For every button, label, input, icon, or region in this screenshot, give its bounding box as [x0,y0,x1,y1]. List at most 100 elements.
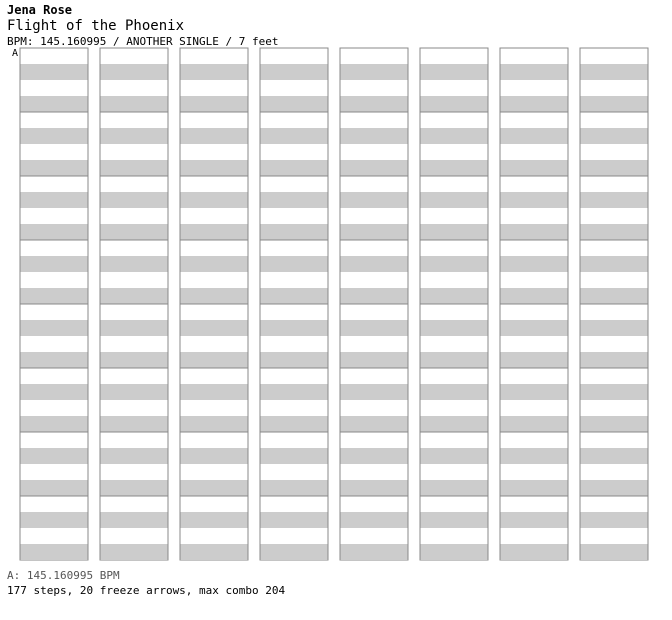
beat-band [500,512,568,528]
beat-band [580,160,648,176]
beat-band [180,192,248,208]
chart-column [179,47,249,561]
beat-band [180,128,248,144]
beat-band [20,64,88,80]
beat-band [180,256,248,272]
beat-band [340,416,408,432]
beat-band [420,352,488,368]
beat-band [580,416,648,432]
chart-column [579,47,649,561]
beat-band [100,384,168,400]
beat-band [260,192,328,208]
beat-band [580,96,648,112]
beat-band [100,352,168,368]
beat-band [100,288,168,304]
chart-column [499,47,569,561]
artist-name: Jena Rose [7,3,73,17]
beat-band [580,384,648,400]
beat-band [260,512,328,528]
beat-band [420,288,488,304]
chart-column [19,47,89,561]
beat-band [340,224,408,240]
beat-band [580,352,648,368]
beat-band [20,320,88,336]
beat-band [180,160,248,176]
beat-band [500,96,568,112]
beat-band [420,224,488,240]
beat-band [580,544,648,560]
beat-band [420,256,488,272]
beat-band [180,448,248,464]
beat-band [420,96,488,112]
beat-band [180,64,248,80]
beat-band [340,160,408,176]
beat-band [420,160,488,176]
beat-band [260,96,328,112]
beat-band [100,192,168,208]
beat-band [340,544,408,560]
song-title: Flight of the Phoenix [7,18,185,34]
beat-band [340,192,408,208]
beat-band [180,288,248,304]
beat-band [100,320,168,336]
beat-band [20,416,88,432]
beat-band [420,128,488,144]
beat-band [260,352,328,368]
beat-band [260,544,328,560]
beat-band [340,448,408,464]
beat-band [100,96,168,112]
beat-band [580,192,648,208]
beat-band [260,288,328,304]
beat-band [100,544,168,560]
beat-band [180,416,248,432]
beat-band [100,64,168,80]
beat-band [340,64,408,80]
beat-band [500,352,568,368]
beat-band [580,288,648,304]
beat-band [420,320,488,336]
footer-stats: 177 steps, 20 freeze arrows, max combo 2… [7,584,286,597]
beat-band [340,256,408,272]
beat-band [340,96,408,112]
beat-band [500,160,568,176]
beat-band [100,160,168,176]
beat-band [580,64,648,80]
beat-band [340,480,408,496]
beat-band [340,128,408,144]
beat-band [580,480,648,496]
beat-band [260,416,328,432]
beat-band [20,448,88,464]
beat-band [260,480,328,496]
beat-band [580,128,648,144]
beat-band [260,128,328,144]
beat-band [340,384,408,400]
footer-bpm: A: 145.160995 BPM [7,569,120,582]
beat-band [500,320,568,336]
beat-band [500,384,568,400]
beat-band [20,512,88,528]
beat-band [500,416,568,432]
beat-band [340,288,408,304]
chart-info: BPM: 145.160995 / ANOTHER SINGLE / 7 fee… [7,35,279,48]
beat-band [420,448,488,464]
beat-band [580,256,648,272]
beat-band [20,256,88,272]
beat-band [100,448,168,464]
beat-band [20,192,88,208]
beat-band [180,96,248,112]
beat-band [100,416,168,432]
beat-band [20,352,88,368]
beat-band [500,128,568,144]
beat-band [500,224,568,240]
bpm-marker-label: A [12,48,19,59]
beat-band [580,448,648,464]
beat-band [20,480,88,496]
beat-band [20,96,88,112]
beat-band [20,160,88,176]
chart-column [259,47,329,561]
beat-band [180,320,248,336]
beat-band [500,288,568,304]
beat-band [180,544,248,560]
beat-band [580,512,648,528]
